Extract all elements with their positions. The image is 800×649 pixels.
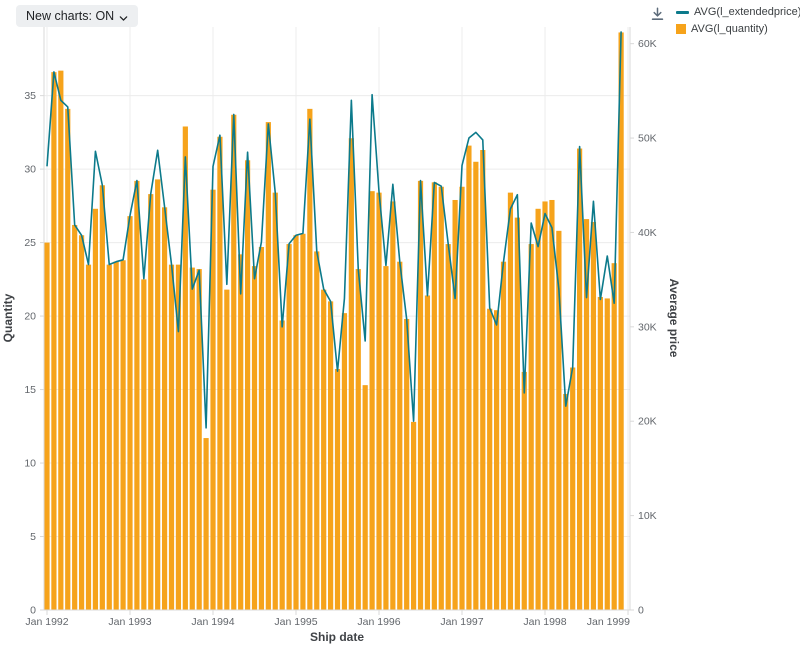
svg-text:50K: 50K bbox=[638, 133, 657, 145]
svg-text:30: 30 bbox=[24, 164, 36, 176]
svg-text:Jan 1995: Jan 1995 bbox=[274, 616, 317, 628]
svg-text:15: 15 bbox=[24, 384, 36, 396]
svg-text:10K: 10K bbox=[638, 510, 657, 522]
legend-label-quantity: AVG(l_quantity) bbox=[691, 23, 768, 35]
svg-text:10: 10 bbox=[24, 458, 36, 470]
svg-text:5: 5 bbox=[30, 531, 36, 543]
chevron-down-icon bbox=[119, 12, 128, 21]
svg-text:60K: 60K bbox=[638, 38, 657, 50]
legend-item-extendedprice[interactable]: AVG(l_extendedprice) bbox=[676, 5, 800, 19]
bars-avg-quantity[interactable] bbox=[44, 32, 624, 611]
download-icon bbox=[649, 7, 666, 26]
legend-label-extendedprice: AVG(l_extendedprice) bbox=[694, 6, 800, 18]
svg-text:Jan 1996: Jan 1996 bbox=[357, 616, 400, 628]
line-avg-extendedprice[interactable] bbox=[46, 31, 622, 429]
svg-text:Jan 1994: Jan 1994 bbox=[191, 616, 234, 628]
svg-text:20: 20 bbox=[24, 311, 36, 323]
svg-text:Jan 1997: Jan 1997 bbox=[440, 616, 483, 628]
svg-text:25: 25 bbox=[24, 237, 36, 249]
svg-text:35: 35 bbox=[24, 90, 36, 102]
svg-text:30K: 30K bbox=[638, 321, 657, 333]
legend: AVG(l_extendedprice) AVG(l_quantity) bbox=[676, 5, 800, 36]
svg-text:Jan 1998: Jan 1998 bbox=[523, 616, 566, 628]
right-axis-title: Average price bbox=[667, 279, 681, 358]
legend-item-quantity[interactable]: AVG(l_quantity) bbox=[676, 22, 800, 36]
axes: 0 5 10 15 20 25 30 35 0 10K 20K 30K 40K 50K 60K Jan 199… bbox=[24, 27, 657, 628]
svg-text:0: 0 bbox=[30, 605, 36, 617]
new-charts-toggle[interactable]: New charts: ON bbox=[16, 5, 139, 27]
svg-text:Jan 1999: Jan 1999 bbox=[587, 616, 630, 628]
left-axis-title: Quantity bbox=[1, 293, 15, 342]
svg-text:Jan 1993: Jan 1993 bbox=[108, 616, 151, 628]
svg-text:40K: 40K bbox=[638, 227, 657, 239]
svg-text:0: 0 bbox=[638, 605, 644, 617]
new-charts-label: New charts: ON bbox=[26, 9, 115, 23]
x-axis-title: Ship date bbox=[310, 630, 364, 644]
download-button[interactable] bbox=[646, 4, 668, 26]
line-swatch-icon bbox=[676, 10, 689, 14]
svg-text:Jan 1992: Jan 1992 bbox=[25, 616, 68, 628]
square-swatch-icon bbox=[676, 24, 686, 34]
svg-text:20K: 20K bbox=[638, 416, 657, 428]
